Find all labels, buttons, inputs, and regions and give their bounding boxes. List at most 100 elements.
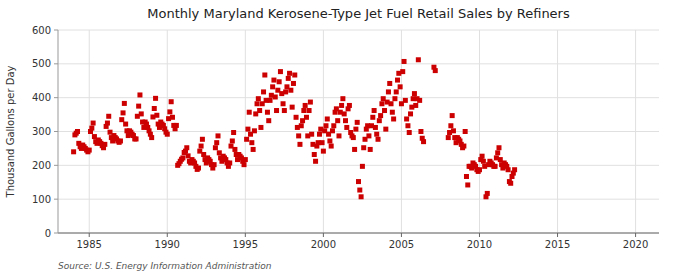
point (352, 147, 357, 152)
point (122, 101, 127, 106)
point (386, 89, 391, 94)
point (360, 164, 365, 169)
point (252, 128, 257, 133)
point (257, 108, 262, 113)
point (327, 138, 332, 143)
point (461, 144, 466, 149)
point (231, 130, 236, 135)
point (291, 81, 296, 86)
point (288, 88, 293, 93)
point (258, 125, 263, 130)
point (339, 103, 344, 108)
point (400, 69, 405, 74)
point (353, 127, 358, 132)
point (244, 137, 249, 142)
point (167, 109, 172, 114)
x-tick-label: 2015 (545, 239, 570, 250)
x-tick-label: 1995 (233, 239, 258, 250)
y-tick-label: 100 (32, 194, 51, 205)
point (134, 136, 139, 141)
point (506, 167, 511, 172)
point (261, 89, 266, 94)
x-tick (479, 233, 480, 237)
point (394, 89, 399, 94)
point (374, 132, 379, 137)
point (418, 129, 423, 134)
point (271, 78, 276, 83)
point (373, 125, 378, 130)
point (249, 140, 254, 145)
point (286, 76, 291, 81)
x-tick-label: 2010 (467, 239, 492, 250)
point (391, 116, 396, 121)
point (398, 84, 403, 89)
point (356, 179, 361, 184)
point (105, 121, 110, 126)
x-tick-label: 2005 (389, 239, 414, 250)
point (357, 188, 362, 193)
x-grid-line (479, 30, 480, 233)
y-grid-line (58, 63, 659, 64)
point (317, 132, 322, 137)
point (417, 98, 422, 103)
point (366, 133, 371, 138)
point (265, 110, 270, 115)
point (149, 135, 154, 140)
x-tick-label: 2000 (311, 239, 336, 250)
point (383, 127, 388, 132)
point (372, 108, 377, 113)
point (464, 174, 469, 179)
point (379, 101, 384, 106)
x-tick (635, 233, 636, 237)
point (496, 145, 501, 150)
point (387, 81, 392, 86)
point (294, 115, 299, 120)
point (405, 123, 410, 128)
x-tick (557, 233, 558, 237)
point (335, 118, 340, 123)
y-tick-label: 0 (45, 228, 51, 239)
point (297, 142, 302, 147)
point (404, 116, 409, 121)
x-tick-label: 1985 (76, 239, 101, 250)
point (395, 78, 400, 83)
point (277, 79, 282, 84)
point (359, 194, 364, 199)
point (370, 115, 375, 120)
point (307, 108, 312, 113)
x-tick-label: 2020 (623, 239, 648, 250)
point (247, 110, 252, 115)
point (313, 159, 318, 164)
point (342, 111, 347, 116)
x-tick (245, 233, 246, 237)
point (331, 123, 336, 128)
point (448, 123, 453, 128)
point (493, 164, 498, 169)
point (89, 126, 94, 131)
point (270, 84, 275, 89)
point (347, 103, 352, 108)
y-grid-line (58, 165, 659, 166)
point (136, 104, 141, 109)
point (301, 108, 306, 113)
point (242, 162, 247, 167)
x-grid-line (635, 30, 636, 233)
point (320, 140, 325, 145)
point (196, 166, 201, 171)
x-axis-line (58, 233, 659, 234)
point (336, 133, 341, 138)
point (402, 59, 407, 64)
point (139, 111, 144, 116)
point (296, 133, 301, 138)
points (71, 57, 517, 199)
chart-container: 1985199019952000200520102015202001002003… (0, 0, 675, 275)
point (325, 116, 330, 121)
point (121, 110, 126, 115)
point (266, 118, 271, 123)
x-grid-line (557, 30, 558, 233)
point (308, 100, 313, 105)
y-tick-label: 400 (32, 92, 51, 103)
point (329, 144, 334, 149)
point (351, 135, 356, 140)
point (343, 118, 348, 123)
